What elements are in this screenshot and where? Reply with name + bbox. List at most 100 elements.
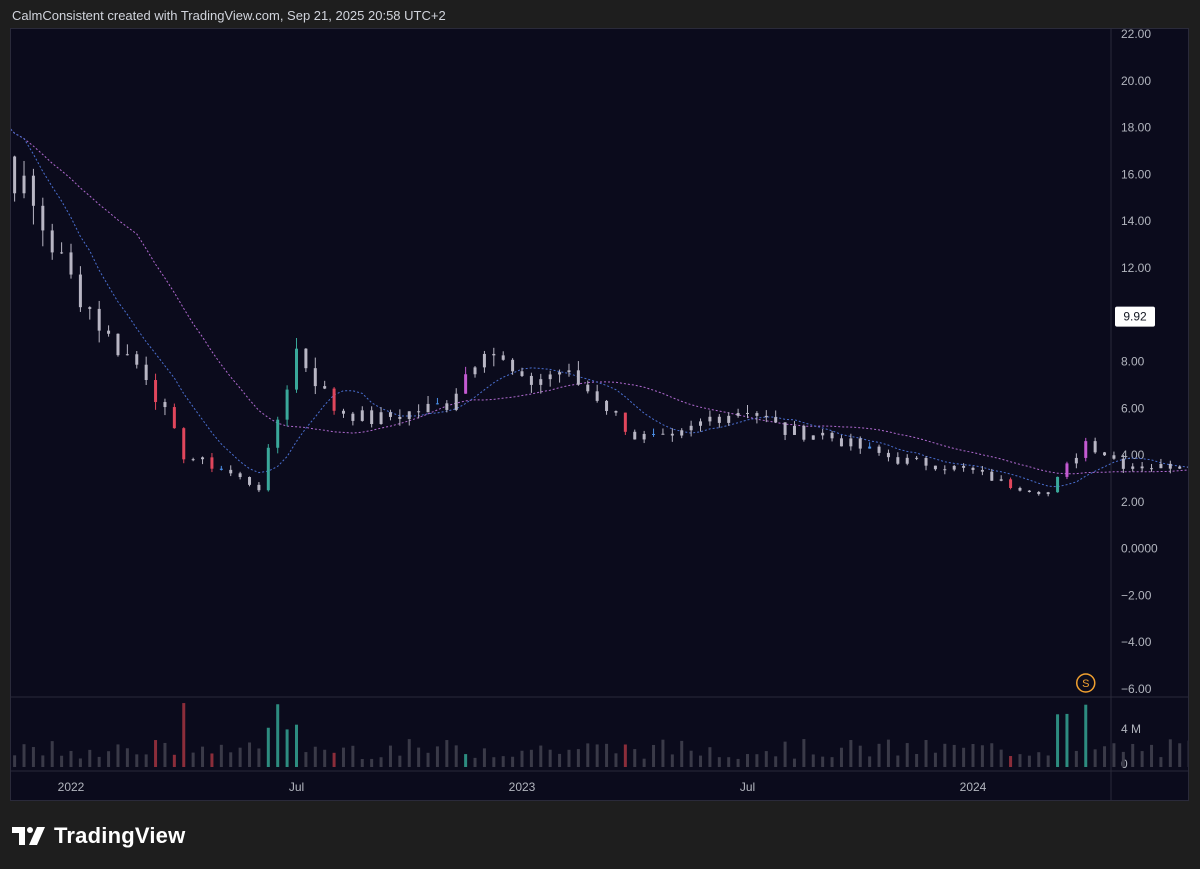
price-chart[interactable]: 22.0020.0018.0016.0014.0012.0010.008.006… [11, 29, 1188, 800]
candle-body [933, 465, 937, 470]
volume-bar [172, 754, 176, 767]
volume-bar [633, 749, 637, 767]
volume-bar [680, 740, 684, 767]
volume-bar [1074, 750, 1078, 767]
volume-bar [69, 750, 73, 767]
volume-bar [60, 755, 64, 767]
candle-body [1168, 463, 1172, 469]
volume-bar [454, 745, 458, 767]
event-marker-icon [1076, 673, 1096, 693]
candle-body [88, 307, 92, 309]
candle-body [746, 412, 749, 414]
volume-bar [1009, 756, 1013, 767]
volume-bar [417, 747, 421, 767]
candle-body [163, 402, 167, 408]
candle-body [529, 375, 533, 385]
candle-body [642, 433, 646, 440]
ma-fast-line [11, 128, 1188, 488]
candle-body [792, 425, 796, 435]
volume-bar [201, 746, 205, 767]
volume-bar [304, 752, 308, 767]
candle-body [388, 412, 392, 417]
volume-bar [802, 739, 806, 767]
volume-bar [567, 749, 571, 767]
y-tick-label: 4.00 [1121, 448, 1145, 462]
volume-bar [445, 740, 449, 767]
volume-bar [811, 754, 815, 767]
candle-body [78, 274, 82, 308]
candle-body [182, 428, 186, 460]
candle-body [1112, 455, 1116, 459]
x-tick-label: 2023 [509, 780, 536, 794]
volume-bar [1056, 714, 1060, 767]
candle-body [689, 425, 693, 431]
candle-body [501, 355, 505, 360]
candle-body [1150, 468, 1154, 470]
volume-bar [1046, 755, 1050, 767]
candle-body [492, 353, 496, 356]
candle-body [774, 417, 778, 423]
volume-bar [1103, 746, 1107, 767]
candle-body [764, 415, 768, 418]
candle-body [266, 447, 270, 491]
candle-body [924, 457, 928, 466]
volume-bar [125, 748, 129, 767]
x-tick-label: 2022 [58, 780, 85, 794]
candle-body [811, 435, 815, 440]
y-tick-label: 16.00 [1121, 167, 1151, 181]
volume-bar [379, 757, 383, 767]
volume-bar [229, 752, 233, 767]
candle-body [943, 469, 947, 471]
volume-bar [623, 744, 627, 767]
y-tick-label: 2.00 [1121, 495, 1145, 509]
candle-body [1027, 490, 1031, 492]
volume-bar [539, 745, 543, 767]
candle-body [22, 175, 26, 194]
volume-bar [896, 755, 900, 767]
candle-body [1159, 463, 1163, 469]
candle-body [69, 252, 73, 275]
y-tick-label: 0.0000 [1121, 542, 1158, 556]
candle-body [426, 403, 430, 413]
candle-body [736, 412, 740, 416]
candle-body [849, 438, 853, 447]
candle-body [1009, 479, 1013, 488]
candle-body [915, 457, 919, 459]
candle-body [605, 400, 609, 412]
volume-bar [154, 740, 158, 767]
volume-bar [398, 755, 402, 767]
volume-bar [1159, 757, 1163, 767]
chart-panel[interactable]: 22.0020.0018.0016.0014.0012.0010.008.006… [10, 28, 1189, 801]
candle-body [125, 354, 129, 356]
candle-body [304, 348, 308, 369]
candle-body [41, 205, 45, 231]
volume-bar [746, 754, 749, 767]
tradingview-brand: TradingView [54, 823, 186, 848]
volume-bar [1027, 755, 1031, 767]
y-tick-label: 8.00 [1121, 355, 1145, 369]
candle-body [539, 379, 543, 385]
volume-bar [1093, 749, 1097, 767]
volume-bar [783, 741, 787, 767]
volume-bar [257, 748, 261, 767]
candle-body [107, 330, 111, 334]
volume-bar [107, 751, 111, 767]
volume-bar [407, 739, 411, 767]
candle-body [1074, 457, 1078, 464]
candle-body [257, 484, 261, 491]
volume-bar [642, 758, 646, 767]
volume-bar [22, 744, 26, 767]
candle-body [548, 374, 552, 380]
volume-bar [1037, 752, 1041, 767]
candle-body [1056, 476, 1060, 493]
candle-body [821, 432, 825, 436]
candle-body [830, 432, 834, 439]
last-price-label: 9.92 [1123, 310, 1147, 324]
candle-body [248, 477, 252, 485]
volume-bar [285, 729, 289, 767]
candle-body [558, 372, 562, 375]
event-marker-label: S [1082, 678, 1089, 690]
candle-body [896, 457, 900, 464]
volume-bar [774, 756, 778, 767]
candle-body [886, 452, 890, 458]
